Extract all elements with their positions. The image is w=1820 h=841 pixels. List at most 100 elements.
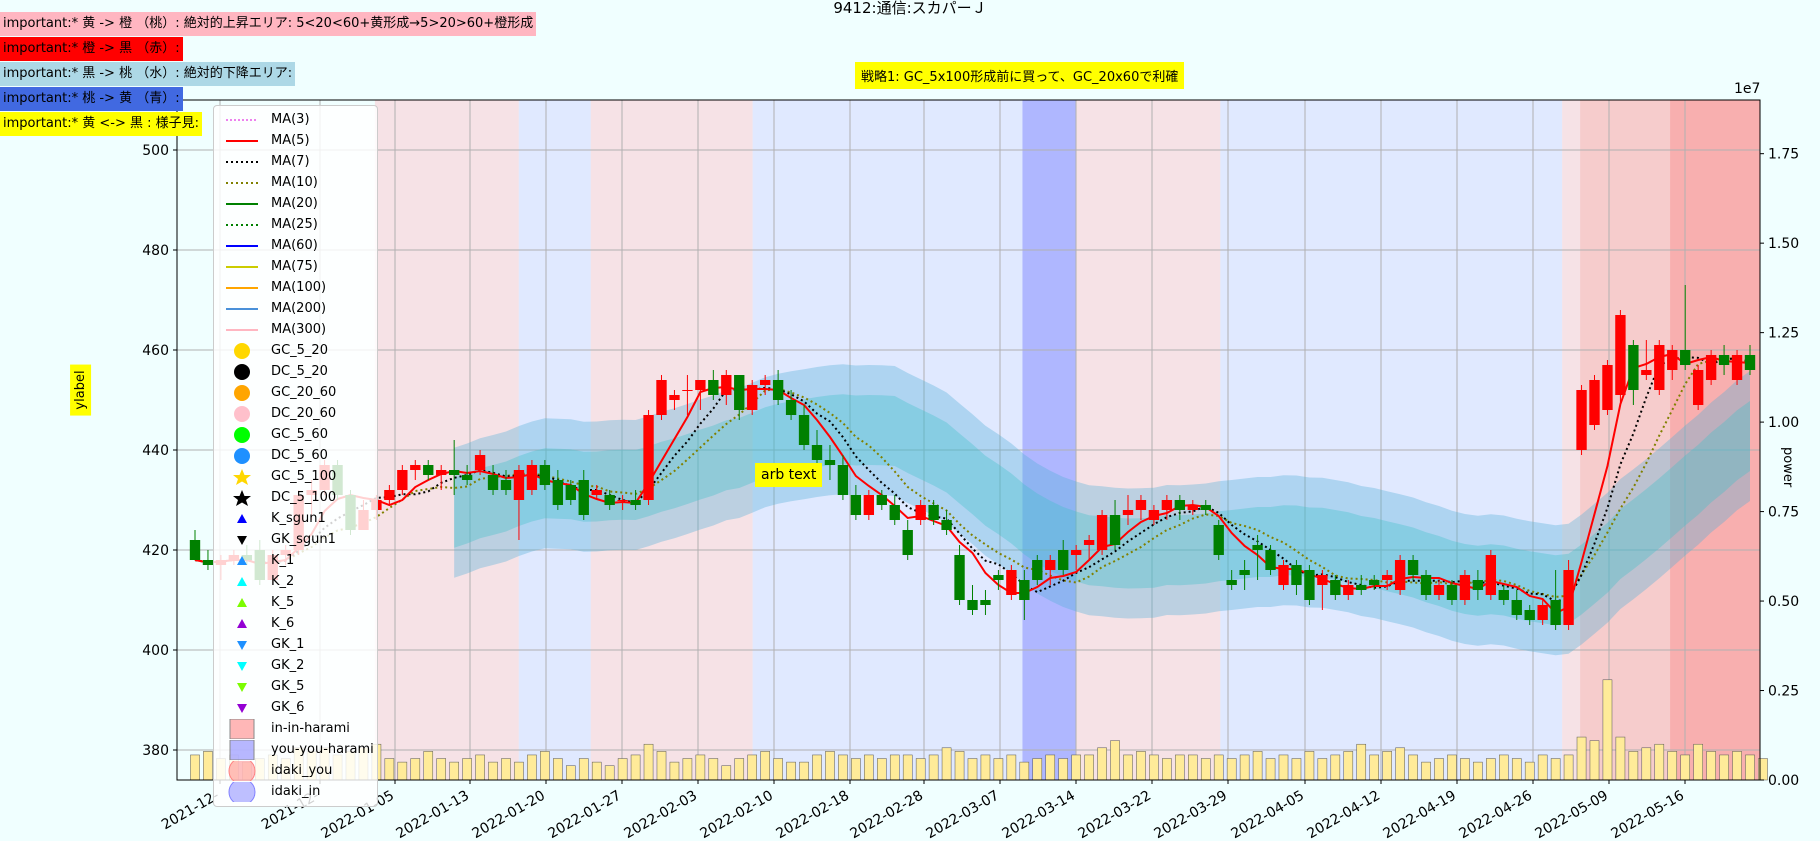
candle-body	[423, 465, 434, 475]
legend-square	[229, 719, 255, 739]
region-2	[518, 100, 591, 780]
plot-frame	[176, 99, 1761, 781]
volume-bar	[1628, 751, 1639, 781]
legend-symbol	[228, 761, 256, 781]
candle-body	[954, 555, 965, 600]
candle-body	[552, 480, 564, 505]
legend-label: MA(200)	[271, 301, 327, 316]
candlestick	[384, 485, 395, 505]
candle-body	[410, 465, 421, 470]
volume-bars	[190, 679, 1768, 781]
candlestick	[1317, 570, 1328, 610]
legend-item: DC_5_20	[222, 362, 377, 382]
candlestick	[1174, 495, 1186, 520]
candle-body	[1589, 380, 1600, 425]
volume-bar	[203, 751, 213, 781]
candle-body	[811, 445, 823, 460]
legend-label: idaki_you	[271, 763, 333, 778]
candlestick	[591, 485, 602, 500]
legend-symbol	[237, 514, 247, 523]
legend-label: K_5	[271, 595, 295, 610]
legend-symbol	[237, 619, 247, 628]
chart-legend: MA(3) MA(5) MA(7) MA(10) MA(20) MA(25) MA(60) M…	[213, 105, 378, 807]
candlestick	[1524, 605, 1535, 625]
volume-bar	[604, 765, 615, 781]
x-tick-label: 2022-05-09	[1533, 788, 1611, 841]
x-tick-label: 2022-02-03	[622, 788, 700, 841]
volume-bar	[1213, 754, 1224, 781]
volume-bar	[1434, 758, 1444, 781]
candlestick	[1148, 505, 1160, 525]
candle-body	[889, 505, 900, 520]
legend-symbol	[237, 704, 247, 713]
legend-symbol	[226, 119, 258, 121]
candle-body	[448, 470, 460, 475]
volume-bar	[812, 754, 822, 781]
candle-body	[1032, 560, 1043, 580]
y2-tick-label: 1.75	[1768, 147, 1799, 163]
legend-label: GK_1	[271, 637, 305, 652]
volume-bar	[1252, 751, 1263, 781]
legend-symbol	[228, 782, 256, 802]
volume-bar	[786, 761, 796, 781]
candle-body	[474, 455, 486, 470]
legend-item: MA(7)	[222, 152, 377, 172]
volume-bar	[540, 751, 550, 781]
candlestick	[1058, 540, 1069, 575]
candlestick	[1213, 520, 1224, 560]
candlestick	[1278, 560, 1289, 590]
candle-body	[539, 465, 551, 485]
legend-label: DC_5_60	[271, 448, 328, 463]
candlestick	[1239, 560, 1250, 590]
legend-label: K_1	[271, 553, 295, 568]
volume-bar	[1460, 758, 1470, 781]
candle-body	[565, 485, 576, 500]
legend-star	[233, 490, 251, 506]
candle-body	[1731, 355, 1743, 380]
candle-body	[734, 375, 745, 410]
note-2: important:* 橙 -> 黒 （赤）:	[0, 37, 183, 61]
candle-body	[1563, 570, 1574, 625]
volume-bar	[630, 754, 641, 781]
candlestick	[617, 495, 628, 510]
legend-label: GC_20_60	[271, 385, 337, 400]
candle-body	[1433, 585, 1445, 595]
candlestick	[708, 370, 719, 400]
volume-bar	[941, 747, 952, 781]
candle-body	[1511, 600, 1522, 615]
candle-body	[436, 470, 447, 475]
volume-bar	[851, 758, 861, 781]
candlestick	[1563, 560, 1574, 630]
volume-bar	[578, 758, 589, 781]
legend-label: MA(3)	[271, 112, 310, 127]
candlestick	[734, 375, 745, 420]
volume-bar	[695, 754, 706, 781]
candlestick	[1667, 345, 1678, 380]
y-tick-label: 420	[142, 543, 169, 559]
legend-item: GK_1	[222, 635, 377, 655]
volume-bar	[1680, 754, 1690, 781]
legend-symbol	[237, 662, 247, 671]
volume-bar	[449, 761, 459, 781]
candle-body	[902, 530, 913, 555]
candle-body	[1615, 315, 1626, 395]
candlestick	[461, 465, 473, 485]
candle-body	[1135, 500, 1147, 510]
candle-body	[695, 380, 706, 390]
legend-label: you-you-harami	[271, 742, 374, 757]
legend-circle	[234, 448, 250, 464]
candlestick	[1032, 555, 1043, 585]
legend-triangle-down	[237, 536, 247, 545]
candlestick	[1433, 580, 1445, 600]
volume-bar	[1421, 761, 1431, 781]
candle-body	[772, 380, 784, 400]
volume-bar	[773, 758, 783, 781]
volume-bar	[1537, 754, 1548, 781]
volume-bar	[954, 751, 965, 781]
legend-item: idaki_you	[222, 761, 377, 781]
candlestick	[1343, 580, 1354, 600]
candle-body	[1420, 575, 1432, 595]
candlestick	[1330, 575, 1341, 600]
legend-item: K_1	[222, 551, 377, 571]
candlestick	[721, 370, 732, 405]
